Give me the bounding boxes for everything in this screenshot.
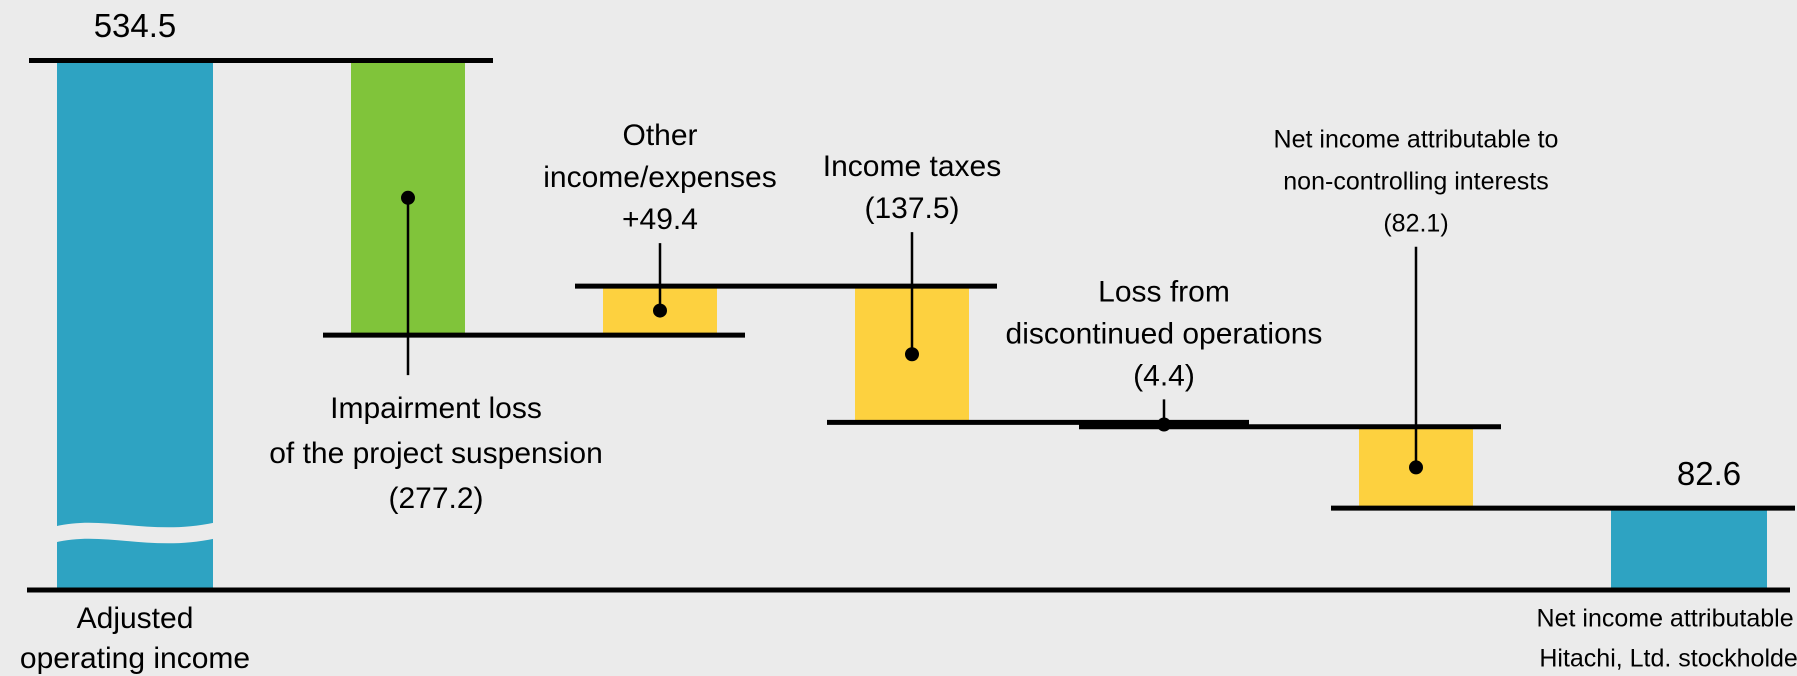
category-label: of the project suspension <box>269 437 603 470</box>
leader-dot <box>401 190 415 205</box>
leader-dot <box>1409 460 1423 475</box>
category-label: non-controlling interests <box>1283 167 1548 195</box>
category-label: Hitachi, Ltd. stockholders <box>1539 645 1797 673</box>
category-label: Net income attributable to <box>1274 125 1559 153</box>
leader-dot <box>1157 417 1171 432</box>
category-label: Adjusted <box>77 602 194 635</box>
value-label: (277.2) <box>388 482 483 515</box>
value-label: (82.1) <box>1383 209 1448 237</box>
category-label: operating income <box>20 642 250 675</box>
category-label: discontinued operations <box>1006 317 1323 350</box>
value-label: +49.4 <box>622 203 698 236</box>
category-label: Income taxes <box>823 150 1001 183</box>
bar <box>57 60 213 590</box>
value-label: 534.5 <box>94 7 177 44</box>
category-label: income/expenses <box>543 161 776 194</box>
category-label: Other <box>622 119 697 152</box>
leader-dot <box>905 347 919 362</box>
category-label: Net income attributable to <box>1537 605 1797 633</box>
category-label: Loss from <box>1098 275 1230 308</box>
bar <box>1611 508 1767 590</box>
axis-break <box>55 522 215 544</box>
value-label: (137.5) <box>864 192 959 225</box>
value-label: 82.6 <box>1677 455 1741 492</box>
value-label: (4.4) <box>1133 359 1195 392</box>
category-label: Impairment loss <box>330 392 542 425</box>
leader-dot <box>653 303 667 318</box>
